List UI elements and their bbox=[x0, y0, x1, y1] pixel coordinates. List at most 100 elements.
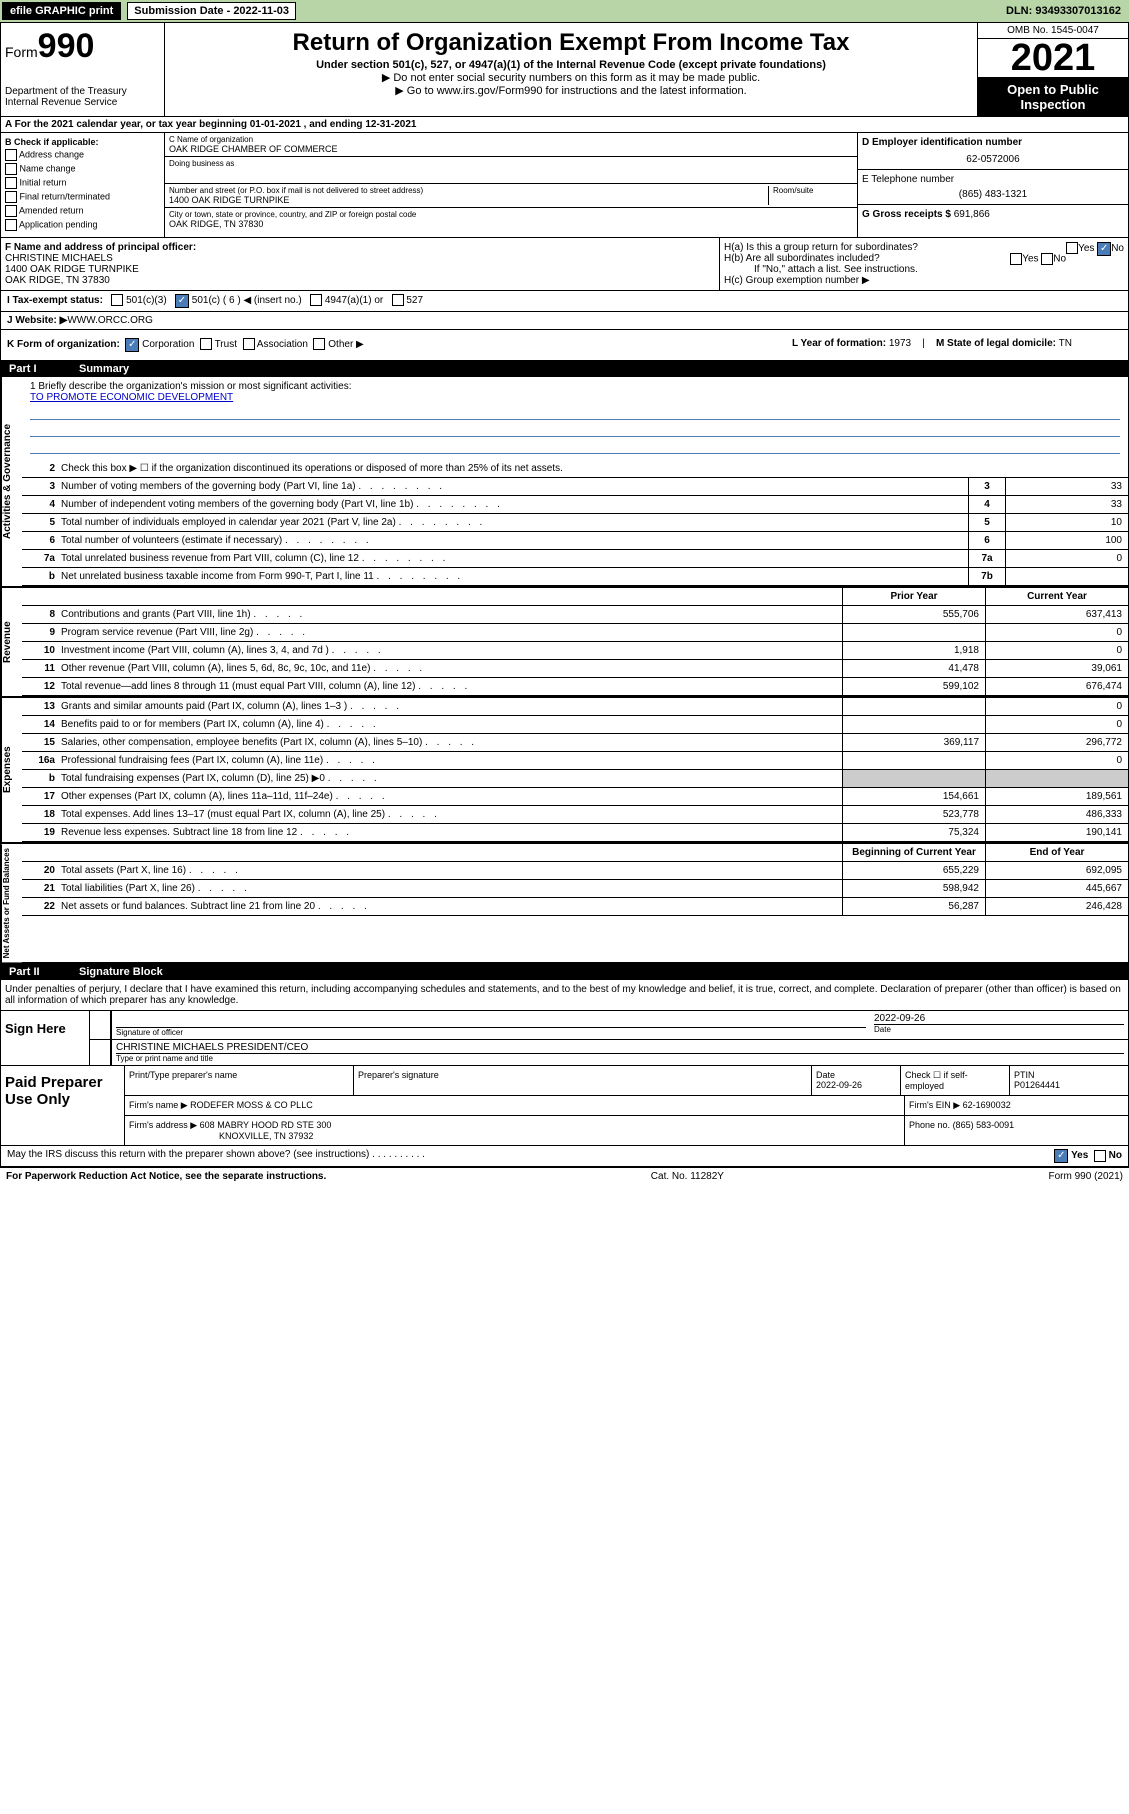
prior-year-header: Prior Year bbox=[842, 588, 985, 605]
current-year-header: Current Year bbox=[985, 588, 1128, 605]
summary-row: bNet unrelated business taxable income f… bbox=[22, 568, 1128, 586]
summary-row: 5Total number of individuals employed in… bbox=[22, 514, 1128, 532]
other-checkbox[interactable] bbox=[313, 338, 325, 350]
efile-button[interactable]: efile GRAPHIC print bbox=[2, 2, 121, 20]
assoc-checkbox[interactable] bbox=[243, 338, 255, 350]
signature-section: Under penalties of perjury, I declare th… bbox=[1, 980, 1128, 1167]
year-formation-value: 1973 bbox=[889, 338, 911, 349]
mission-box: 1 Briefly describe the organization's mi… bbox=[22, 377, 1128, 460]
box-b: B Check if applicable: Address change Na… bbox=[1, 133, 164, 237]
summary-row: 15Salaries, other compensation, employee… bbox=[22, 734, 1128, 752]
box-b-title: B Check if applicable: bbox=[5, 137, 99, 147]
org-name: OAK RIDGE CHAMBER OF COMMERCE bbox=[169, 144, 853, 154]
part-2-title: Signature Block bbox=[79, 966, 163, 978]
summary-row: 4Number of independent voting members of… bbox=[22, 496, 1128, 514]
dln-label: DLN: 93493307013162 bbox=[1006, 5, 1129, 17]
summary-row: 3Number of voting members of the governi… bbox=[22, 478, 1128, 496]
box-b-option[interactable]: Address change bbox=[5, 149, 160, 161]
trust-checkbox[interactable] bbox=[200, 338, 212, 350]
part-1-title: Summary bbox=[79, 363, 129, 375]
box-b-option[interactable]: Initial return bbox=[5, 177, 160, 189]
subtitle-2: ▶ Do not enter social security numbers o… bbox=[169, 71, 973, 84]
summary-row: 17Other expenses (Part IX, column (A), l… bbox=[22, 788, 1128, 806]
ptin-value: P01264441 bbox=[1014, 1080, 1060, 1090]
phone-value: (865) 483-1321 bbox=[862, 189, 1124, 200]
page-footer: For Paperwork Reduction Act Notice, see … bbox=[0, 1168, 1129, 1185]
summary-row: bTotal fundraising expenses (Part IX, co… bbox=[22, 770, 1128, 788]
firm-addr-label: Firm's address ▶ bbox=[129, 1120, 197, 1130]
527-checkbox[interactable] bbox=[392, 294, 404, 306]
ha-yes-checkbox[interactable] bbox=[1066, 242, 1078, 254]
website-value: WWW.ORCC.ORG bbox=[67, 315, 153, 326]
self-employed-label: Check ☐ if self-employed bbox=[901, 1066, 1010, 1095]
gross-receipts-value: 691,866 bbox=[954, 209, 990, 220]
hb-yes-checkbox[interactable] bbox=[1010, 253, 1022, 265]
box-b-option[interactable]: Final return/terminated bbox=[5, 191, 160, 203]
officer-addr: 1400 OAK RIDGE TURNPIKE bbox=[5, 264, 139, 275]
summary-row: 20Total assets (Part X, line 16) . . . .… bbox=[22, 862, 1128, 880]
corp-checkbox[interactable]: ✓ bbox=[125, 338, 139, 352]
firm-ein-label: Firm's EIN ▶ bbox=[909, 1100, 960, 1110]
prep-sig-label: Preparer's signature bbox=[354, 1066, 812, 1095]
firm-phone-label: Phone no. bbox=[909, 1120, 950, 1130]
501c3-checkbox[interactable] bbox=[111, 294, 123, 306]
section-b-to-g: B Check if applicable: Address change Na… bbox=[1, 133, 1128, 238]
summary-row: 19Revenue less expenses. Subtract line 1… bbox=[22, 824, 1128, 842]
firm-ein-value: 62-1690032 bbox=[963, 1100, 1011, 1110]
ha-no-checkbox[interactable]: ✓ bbox=[1097, 242, 1111, 256]
header-center: Return of Organization Exempt From Incom… bbox=[165, 23, 977, 116]
tax-year: 2021 bbox=[978, 39, 1128, 78]
mission-question: 1 Briefly describe the organization's mi… bbox=[30, 381, 1120, 392]
sig-officer-label: Signature of officer bbox=[116, 1028, 866, 1037]
discuss-text: May the IRS discuss this return with the… bbox=[7, 1149, 369, 1160]
name-title-label: Type or print name and title bbox=[116, 1054, 1124, 1063]
open-public-badge: Open to Public Inspection bbox=[978, 78, 1128, 116]
hb-no-checkbox[interactable] bbox=[1041, 253, 1053, 265]
net-assets-section: Net Assets or Fund Balances Beginning of… bbox=[1, 844, 1128, 964]
department-label: Department of the Treasury Internal Reve… bbox=[5, 86, 160, 108]
year-formation-label: L Year of formation: bbox=[792, 338, 886, 349]
ptin-label: PTIN bbox=[1014, 1070, 1035, 1080]
cat-number: Cat. No. 11282Y bbox=[326, 1171, 1048, 1182]
header-right: OMB No. 1545-0047 2021 Open to Public In… bbox=[977, 23, 1128, 116]
ein-value: 62-0572006 bbox=[862, 154, 1124, 165]
firm-city-value: KNOXVILLE, TN 37932 bbox=[129, 1131, 313, 1141]
revenue-header-row: Prior Year Current Year bbox=[22, 588, 1128, 606]
summary-row: 8Contributions and grants (Part VIII, li… bbox=[22, 606, 1128, 624]
sign-here-label: Sign Here bbox=[1, 1011, 89, 1065]
prep-date-value: 2022-09-26 bbox=[816, 1080, 862, 1090]
discuss-yes-checkbox[interactable]: ✓ bbox=[1054, 1149, 1068, 1163]
box-b-option[interactable]: Amended return bbox=[5, 205, 160, 217]
street-address: 1400 OAK RIDGE TURNPIKE bbox=[169, 195, 768, 205]
governance-label: Activities & Governance bbox=[1, 377, 22, 586]
summary-row: 12Total revenue—add lines 8 through 11 (… bbox=[22, 678, 1128, 696]
ha-label: H(a) Is this a group return for subordin… bbox=[724, 242, 918, 253]
end-year-header: End of Year bbox=[985, 844, 1128, 861]
summary-row: 11Other revenue (Part VIII, column (A), … bbox=[22, 660, 1128, 678]
box-b-option[interactable]: Name change bbox=[5, 163, 160, 175]
form-number: 990 bbox=[38, 27, 95, 65]
sig-date-value: 2022-09-26 bbox=[874, 1013, 1124, 1025]
revenue-label: Revenue bbox=[1, 588, 22, 696]
prep-name-label: Print/Type preparer's name bbox=[125, 1066, 354, 1095]
box-b-option[interactable]: Application pending bbox=[5, 219, 160, 231]
firm-addr-value: 608 MABRY HOOD RD STE 300 bbox=[200, 1120, 332, 1130]
discuss-no-checkbox[interactable] bbox=[1094, 1150, 1106, 1162]
4947-checkbox[interactable] bbox=[310, 294, 322, 306]
sign-here-row: Sign Here Signature of officer 2022-09-2… bbox=[1, 1011, 1128, 1066]
summary-row: 9Program service revenue (Part VIII, lin… bbox=[22, 624, 1128, 642]
section-f-h: F Name and address of principal officer:… bbox=[1, 238, 1128, 291]
preparer-label: Paid Preparer Use Only bbox=[1, 1066, 124, 1145]
summary-row: 16aProfessional fundraising fees (Part I… bbox=[22, 752, 1128, 770]
hc-label: H(c) Group exemption number ▶ bbox=[724, 275, 1124, 286]
form-prefix: Form bbox=[5, 44, 38, 60]
hb-label: H(b) Are all subordinates included? bbox=[724, 253, 880, 264]
part-1-header: Part I Summary bbox=[1, 361, 1128, 377]
line-j: J Website: ▶ WWW.ORCC.ORG bbox=[1, 312, 1128, 330]
501c-checkbox[interactable]: ✓ bbox=[175, 294, 189, 308]
summary-row: 2Check this box ▶ ☐ if the organization … bbox=[22, 460, 1128, 478]
domicile-value: TN bbox=[1059, 338, 1072, 349]
line-a: A For the 2021 calendar year, or tax yea… bbox=[1, 117, 1128, 133]
form-title: Return of Organization Exempt From Incom… bbox=[169, 29, 973, 57]
submission-date: Submission Date - 2022-11-03 bbox=[127, 2, 296, 20]
